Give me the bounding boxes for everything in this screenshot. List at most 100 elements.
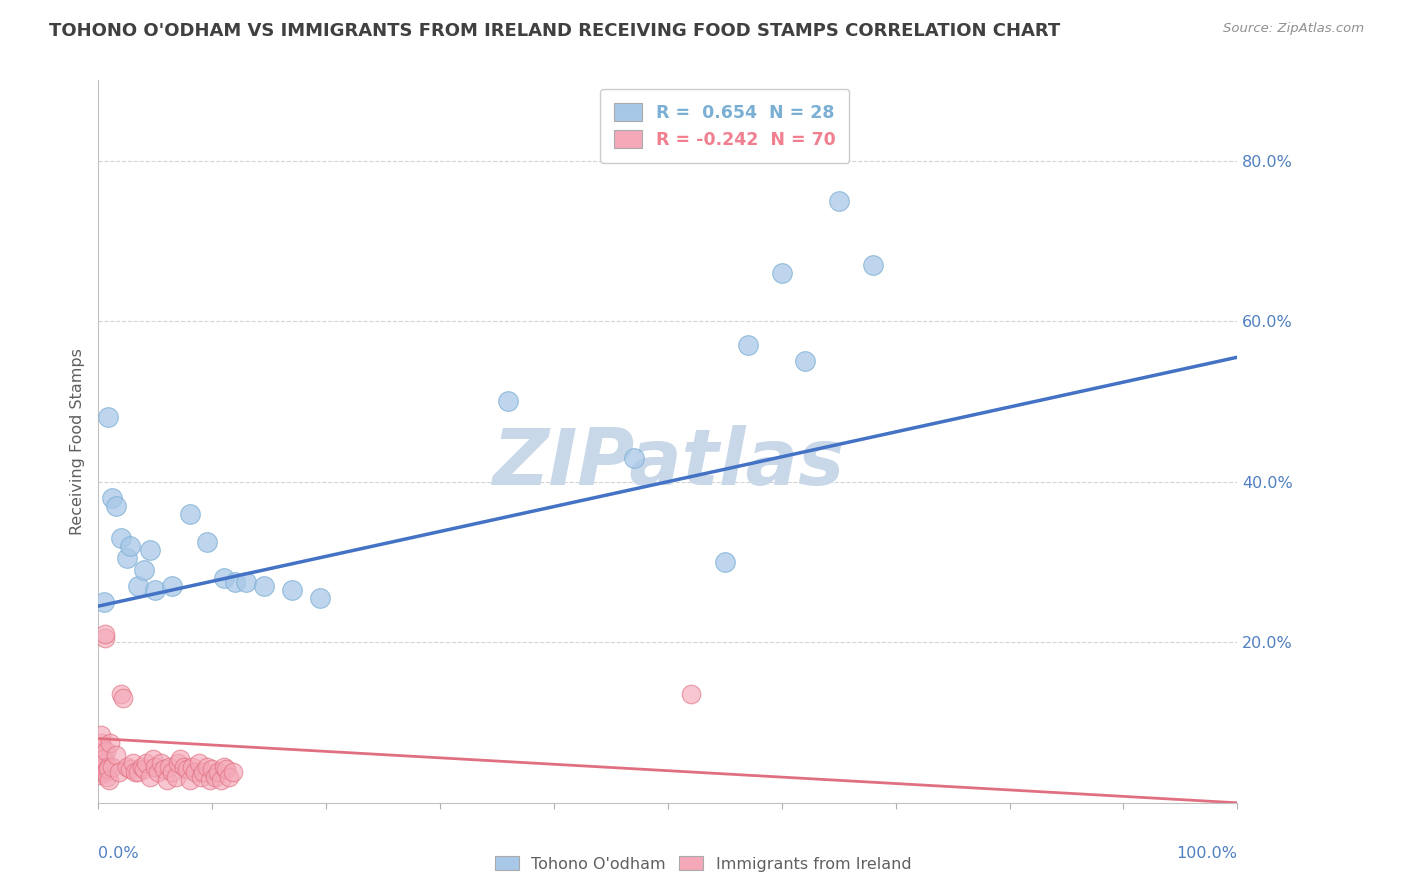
Point <box>96 410 118 425</box>
Point <box>90 735 112 749</box>
Point <box>121 756 143 770</box>
Text: Source: ZipAtlas.com: Source: ZipAtlas.com <box>1223 22 1364 36</box>
Point <box>90 760 112 774</box>
Point <box>167 756 190 770</box>
Point <box>498 394 520 409</box>
Point <box>90 728 112 742</box>
Point <box>224 574 246 589</box>
Point <box>87 760 110 774</box>
Point <box>90 747 112 762</box>
Point <box>120 762 142 776</box>
Point <box>96 765 118 780</box>
Point <box>180 760 202 774</box>
Point <box>862 258 884 272</box>
Legend: Tohono O'odham, Immigrants from Ireland: Tohono O'odham, Immigrants from Ireland <box>486 848 920 880</box>
Point <box>112 691 135 706</box>
Point <box>179 773 201 788</box>
Point <box>127 765 149 780</box>
Point <box>104 499 127 513</box>
Point <box>97 773 120 788</box>
Point <box>89 751 111 765</box>
Point <box>115 550 138 566</box>
Legend: R =  0.654  N = 28, R = -0.242  N = 70: R = 0.654 N = 28, R = -0.242 N = 70 <box>600 89 849 163</box>
Point <box>235 574 257 589</box>
Point <box>91 739 114 754</box>
Point <box>94 744 117 758</box>
Point <box>146 765 169 780</box>
Point <box>204 770 226 784</box>
Text: TOHONO O'ODHAM VS IMMIGRANTS FROM IRELAND RECEIVING FOOD STAMPS CORRELATION CHAR: TOHONO O'ODHAM VS IMMIGRANTS FROM IRELAN… <box>49 22 1060 40</box>
Point <box>193 765 215 780</box>
Point <box>212 760 235 774</box>
Point <box>138 542 160 557</box>
Point <box>737 338 759 352</box>
Point <box>91 751 114 765</box>
Point <box>179 507 201 521</box>
Point <box>135 756 157 770</box>
Point <box>162 765 184 780</box>
Point <box>91 765 114 780</box>
Point <box>115 760 138 774</box>
Point <box>176 762 198 776</box>
Point <box>828 194 851 208</box>
Point <box>96 760 118 774</box>
Point <box>252 579 274 593</box>
Point <box>195 760 218 774</box>
Point <box>124 765 146 780</box>
Point <box>209 773 232 788</box>
Point <box>281 583 304 598</box>
Point <box>89 767 111 781</box>
Point <box>215 762 238 776</box>
Point <box>93 632 115 646</box>
Text: ZIPatlas: ZIPatlas <box>492 425 844 501</box>
Point <box>770 266 793 280</box>
Point <box>169 751 191 765</box>
Point <box>138 770 160 784</box>
Point <box>127 579 149 593</box>
Point <box>679 687 702 701</box>
Point <box>110 687 132 701</box>
Point <box>793 354 815 368</box>
Point <box>90 762 112 776</box>
Point <box>132 563 155 577</box>
Point <box>190 770 212 784</box>
Point <box>309 591 332 605</box>
Point <box>187 756 209 770</box>
Point <box>93 756 115 770</box>
Point <box>157 760 180 774</box>
Point <box>145 760 167 774</box>
Point <box>195 534 218 549</box>
Point <box>714 555 737 569</box>
Point <box>145 583 167 598</box>
Point <box>222 765 245 780</box>
Text: 100.0%: 100.0% <box>1177 847 1237 861</box>
Point <box>623 450 645 465</box>
Point <box>150 756 173 770</box>
Text: 0.0%: 0.0% <box>98 847 139 861</box>
Point <box>184 765 207 780</box>
Point <box>201 762 224 776</box>
Point <box>142 751 165 765</box>
Point <box>198 773 221 788</box>
Point <box>153 762 176 776</box>
Point <box>98 735 121 749</box>
Point <box>94 627 117 641</box>
Point <box>110 531 132 545</box>
Point <box>96 770 118 784</box>
Point <box>89 756 111 770</box>
Point <box>89 764 111 778</box>
Point <box>165 770 187 784</box>
Point <box>89 744 111 758</box>
Point <box>91 760 114 774</box>
Point <box>132 762 155 776</box>
Point <box>156 773 179 788</box>
Point <box>108 765 131 780</box>
Point <box>218 770 240 784</box>
Point <box>131 760 153 774</box>
Point <box>93 595 115 609</box>
Point <box>212 571 235 585</box>
Point <box>173 760 195 774</box>
Point <box>93 751 115 765</box>
Point <box>101 760 124 774</box>
Point <box>162 579 184 593</box>
